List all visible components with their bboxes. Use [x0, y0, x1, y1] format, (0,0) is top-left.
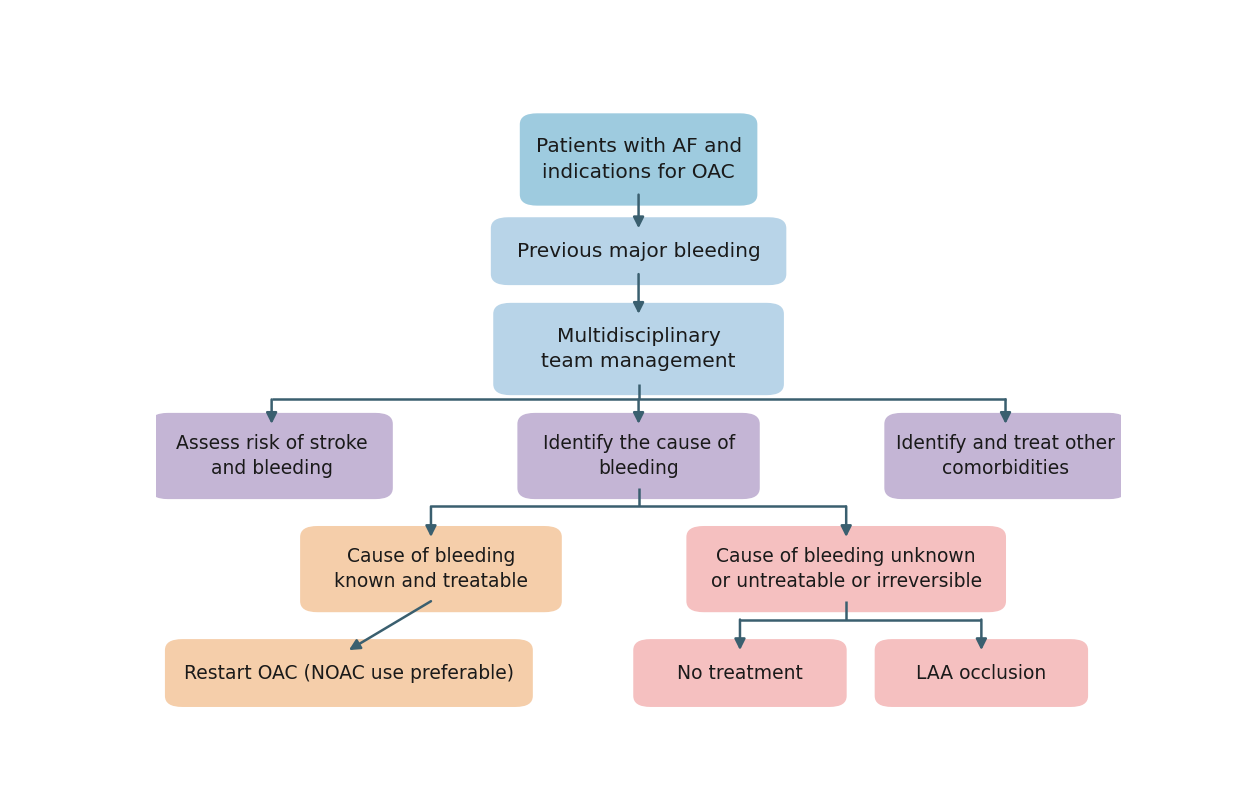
Text: Cause of bleeding unknown
or untreatable or irreversible: Cause of bleeding unknown or untreatable…	[710, 547, 982, 592]
FancyBboxPatch shape	[885, 413, 1126, 499]
Text: Restart OAC (NOAC use preferable): Restart OAC (NOAC use preferable)	[184, 664, 513, 683]
Text: Identify and treat other
comorbidities: Identify and treat other comorbidities	[896, 434, 1115, 478]
Text: No treatment: No treatment	[677, 664, 802, 683]
FancyBboxPatch shape	[633, 639, 847, 707]
Text: Multidisciplinary
team management: Multidisciplinary team management	[541, 326, 736, 372]
FancyBboxPatch shape	[151, 413, 392, 499]
Text: Previous major bleeding: Previous major bleeding	[517, 241, 760, 260]
Text: LAA occlusion: LAA occlusion	[916, 664, 1047, 683]
FancyBboxPatch shape	[493, 303, 784, 395]
FancyBboxPatch shape	[520, 114, 758, 206]
Text: Patients with AF and
indications for OAC: Patients with AF and indications for OAC	[536, 137, 741, 182]
FancyBboxPatch shape	[875, 639, 1088, 707]
FancyBboxPatch shape	[517, 413, 760, 499]
Text: Identify the cause of
bleeding: Identify the cause of bleeding	[542, 434, 735, 478]
FancyBboxPatch shape	[300, 526, 562, 612]
FancyBboxPatch shape	[164, 639, 533, 707]
Text: Assess risk of stroke
and bleeding: Assess risk of stroke and bleeding	[176, 434, 368, 478]
FancyBboxPatch shape	[491, 218, 786, 285]
Text: Cause of bleeding
known and treatable: Cause of bleeding known and treatable	[334, 547, 528, 592]
FancyBboxPatch shape	[687, 526, 1006, 612]
